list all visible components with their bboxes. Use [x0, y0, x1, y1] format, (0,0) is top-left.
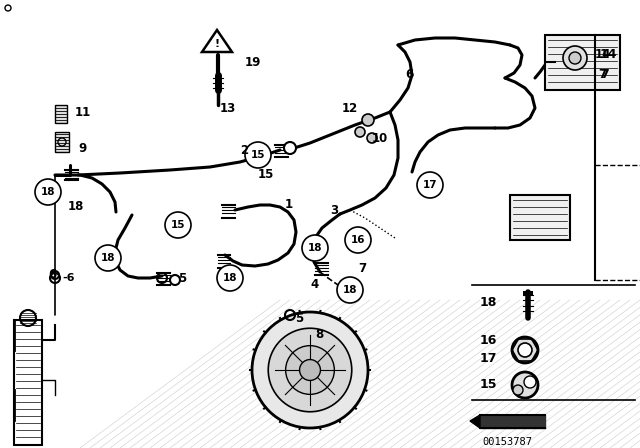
Text: 14: 14 — [600, 48, 618, 61]
Bar — [14, 320, 42, 445]
Circle shape — [512, 372, 538, 398]
Text: 13: 13 — [220, 102, 236, 115]
Text: 7: 7 — [358, 262, 366, 275]
Text: 5: 5 — [178, 271, 186, 284]
Text: 16: 16 — [351, 235, 365, 245]
Text: 6: 6 — [48, 268, 56, 281]
Text: 00153787: 00153787 — [482, 437, 532, 447]
Text: 18: 18 — [100, 253, 115, 263]
Text: 18: 18 — [343, 285, 357, 295]
Text: 9: 9 — [78, 142, 86, 155]
Bar — [523, 291, 533, 296]
Text: 15: 15 — [171, 220, 185, 230]
Circle shape — [165, 212, 191, 238]
Circle shape — [513, 385, 523, 395]
Text: 8: 8 — [315, 328, 323, 341]
Circle shape — [217, 265, 243, 291]
Bar — [510, 195, 570, 240]
Text: -6: -6 — [62, 273, 74, 283]
Circle shape — [284, 142, 296, 154]
Bar — [55, 105, 67, 123]
Text: 18: 18 — [480, 296, 497, 309]
Text: 19: 19 — [245, 56, 261, 69]
Text: 18: 18 — [41, 187, 55, 197]
Circle shape — [512, 337, 538, 363]
Circle shape — [337, 277, 363, 303]
Bar — [545, 35, 620, 90]
Text: 14: 14 — [595, 48, 611, 61]
Circle shape — [417, 172, 443, 198]
Text: !: ! — [214, 39, 220, 49]
Text: 1: 1 — [285, 198, 293, 211]
Text: 4: 4 — [310, 279, 318, 292]
Text: 15: 15 — [258, 168, 275, 181]
Text: 2: 2 — [240, 143, 248, 156]
Circle shape — [569, 52, 581, 64]
Circle shape — [300, 360, 321, 380]
Text: 7: 7 — [600, 69, 609, 82]
Text: 16: 16 — [480, 333, 497, 346]
Circle shape — [95, 245, 121, 271]
Circle shape — [245, 142, 271, 168]
Text: 15: 15 — [251, 150, 265, 160]
Circle shape — [563, 46, 587, 70]
Text: 18: 18 — [68, 201, 84, 214]
Text: 10: 10 — [372, 132, 388, 145]
Circle shape — [35, 179, 61, 205]
Circle shape — [285, 346, 334, 394]
Circle shape — [268, 328, 352, 412]
Text: 6: 6 — [405, 69, 413, 82]
Circle shape — [252, 312, 368, 428]
Bar — [55, 132, 69, 152]
Text: 12: 12 — [342, 102, 358, 115]
Text: 18: 18 — [308, 243, 323, 253]
Circle shape — [302, 235, 328, 261]
Polygon shape — [480, 415, 545, 428]
Circle shape — [345, 227, 371, 253]
Circle shape — [518, 343, 532, 357]
Text: 5: 5 — [295, 311, 303, 324]
Circle shape — [355, 127, 365, 137]
Polygon shape — [470, 415, 480, 428]
Text: 17: 17 — [480, 352, 497, 365]
Text: 18: 18 — [223, 273, 237, 283]
Text: 3: 3 — [330, 203, 338, 216]
Circle shape — [367, 133, 377, 143]
Text: 15: 15 — [480, 379, 497, 392]
Circle shape — [524, 376, 536, 388]
Text: 17: 17 — [422, 180, 437, 190]
Text: 7: 7 — [598, 69, 606, 82]
Text: 11: 11 — [75, 105, 92, 119]
Circle shape — [362, 114, 374, 126]
